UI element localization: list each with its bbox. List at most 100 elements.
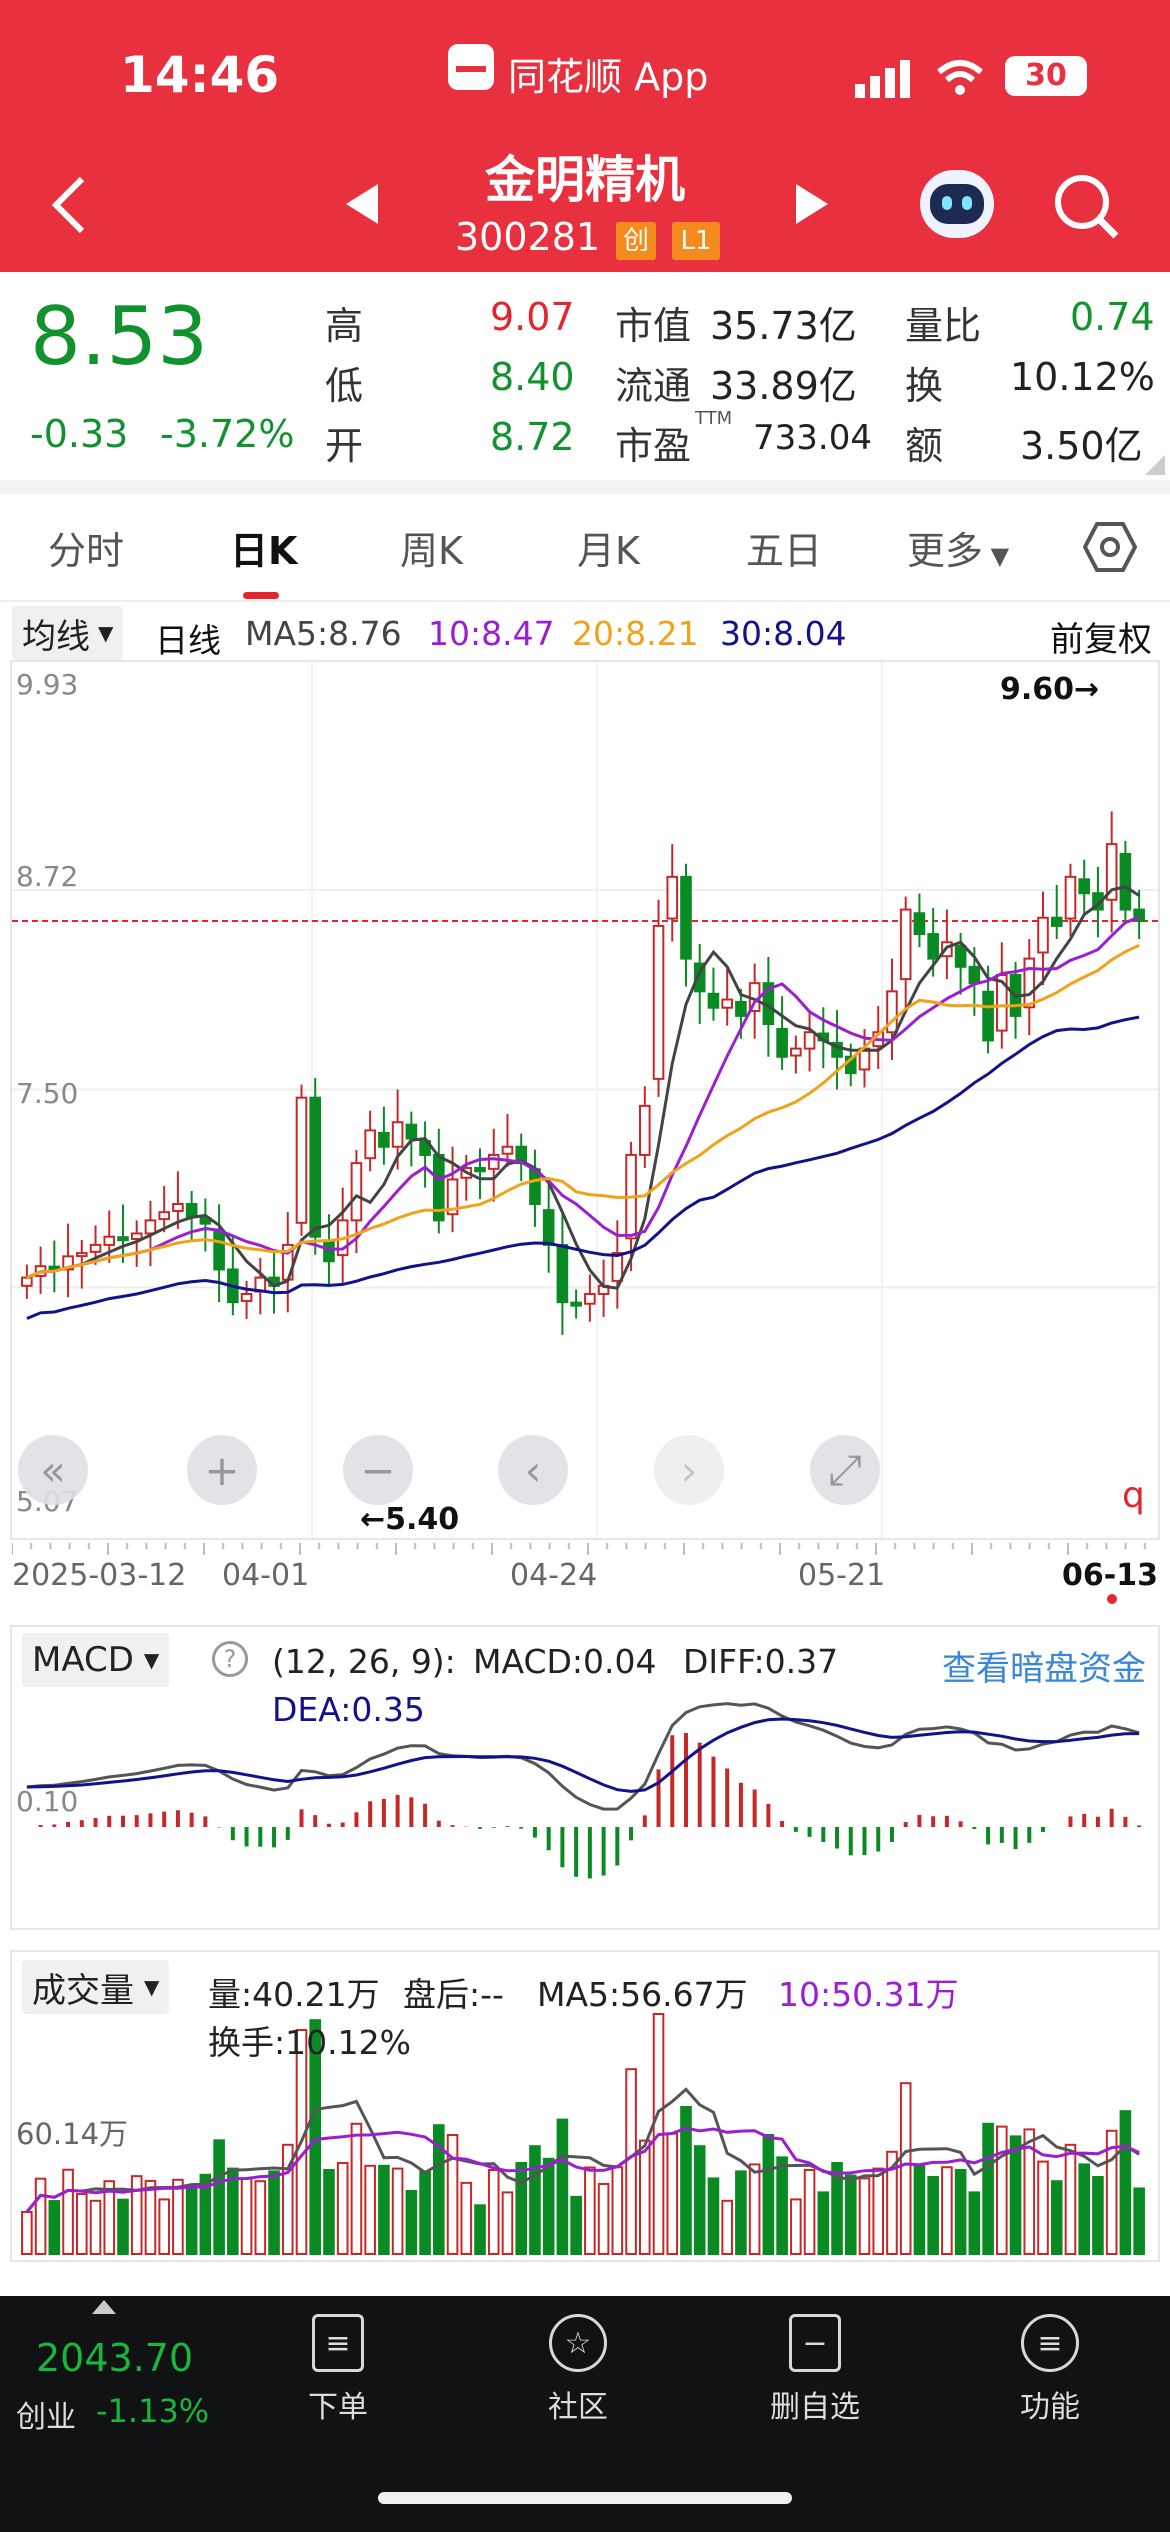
expand-corner-icon[interactable] (1145, 455, 1165, 475)
pe-value: 733.04 (753, 418, 872, 458)
volume-bar (515, 2162, 528, 2255)
macd-selector[interactable]: MACD ▼ (22, 1633, 170, 1687)
volume-bar (1023, 2128, 1036, 2255)
ma5-value: MA5:8.76 (245, 614, 402, 653)
functions-button[interactable]: ≡ 功能 (1010, 2314, 1090, 2426)
volume-bar (75, 2193, 88, 2255)
candle-body (378, 1131, 390, 1148)
candle-body (130, 1232, 143, 1241)
dark-pool-link[interactable]: 查看暗盘资金 (942, 1649, 1146, 1689)
robot-assistant-icon[interactable] (920, 170, 994, 238)
index-value[interactable]: 2043.70 (36, 2336, 194, 2380)
candle-body (556, 1243, 569, 1304)
scroll-right-icon[interactable]: › (654, 1435, 724, 1505)
zoom-in-icon[interactable]: + (187, 1435, 257, 1505)
help-icon[interactable]: ? (212, 1641, 248, 1677)
open-value: 8.72 (490, 415, 575, 459)
volume-bar (721, 2199, 733, 2256)
volume-bar (158, 2198, 170, 2255)
macd-chart[interactable] (10, 1625, 1160, 1930)
candle-body (968, 965, 981, 985)
volume-bar (144, 2179, 157, 2255)
back-icon[interactable] (50, 175, 90, 239)
volume-bar (707, 2177, 720, 2255)
candle-body (75, 1252, 88, 1258)
volume-bar (748, 2163, 761, 2255)
fullscreen-icon[interactable]: ⤢ (810, 1435, 880, 1505)
volume-bar (487, 2169, 500, 2255)
prev-stock-icon[interactable] (342, 182, 382, 230)
volume-bar (240, 2177, 253, 2255)
volume-bar (460, 2181, 473, 2256)
divider (0, 600, 1170, 602)
volume-bar (927, 2176, 939, 2255)
remove-watchlist-button[interactable]: − 删自选 (760, 2314, 870, 2426)
candle-body (680, 875, 692, 960)
candle-body (172, 1203, 184, 1212)
volume-bar (474, 2204, 486, 2255)
status-time: 14:46 (120, 46, 280, 104)
max-price-label: 9.60→ (1000, 672, 1100, 707)
candle-body (446, 1178, 459, 1216)
candle-body (1105, 843, 1118, 901)
settings-hexagon-icon[interactable] (1082, 520, 1138, 578)
volume-bar (790, 2198, 802, 2255)
volume-selector[interactable]: 成交量 ▼ (22, 1960, 170, 2014)
volume-bar (776, 2156, 788, 2255)
candle-body (487, 1153, 500, 1170)
volume-bar (680, 2106, 692, 2255)
tab-weekly-k[interactable]: 周K (400, 529, 463, 573)
candle-body (927, 933, 939, 960)
volume-bar (405, 2190, 418, 2255)
tab-daily-k[interactable]: 日K (230, 529, 298, 573)
tab-fenshi[interactable]: 分时 (48, 529, 125, 573)
candle-body (666, 875, 679, 920)
volume-bar (350, 2122, 363, 2255)
tab-monthly-k[interactable]: 月K (577, 529, 640, 573)
index-change[interactable]: -1.13% (96, 2392, 210, 2430)
volume-bar (391, 2167, 404, 2256)
index-name[interactable]: 创业 (16, 2400, 76, 2435)
volume-bar (446, 2134, 459, 2255)
kline-chart[interactable] (10, 660, 1160, 1540)
scroll-left-icon[interactable]: ‹ (498, 1435, 568, 1505)
y-tick-3: 7.50 (16, 1077, 79, 1110)
next-stock-icon[interactable] (792, 182, 832, 230)
tab-more[interactable]: 更多 ▼ (907, 529, 1010, 573)
volume-bar (1119, 2110, 1132, 2255)
vol-ma10-value: 10:50.31万 (778, 1975, 959, 2014)
ma20-line (26, 943, 1140, 1279)
price-change-pct: -3.72% (160, 412, 295, 456)
volume-bar (625, 2068, 637, 2255)
volume-bar (735, 2170, 747, 2255)
battery-icon: 30 (1005, 56, 1087, 96)
volume-bar (817, 2191, 830, 2255)
volume-chart[interactable] (10, 1950, 1160, 2262)
pe-label: 市盈 (615, 424, 692, 468)
tab-five-day[interactable]: 五日 (746, 529, 823, 573)
high-label: 高 (325, 304, 364, 348)
chevron-down-icon: ▼ (98, 621, 114, 645)
search-icon[interactable] (1052, 172, 1122, 246)
volume-bar (803, 2169, 816, 2255)
volume-bar (364, 2164, 376, 2255)
side-marker: q (1122, 1475, 1145, 1516)
zoom-out-icon[interactable]: − (343, 1435, 413, 1505)
wifi-icon (935, 58, 985, 102)
turnover-value: 10.12% (1010, 355, 1155, 399)
community-star-icon: ☆ (549, 2314, 607, 2372)
turnover-rate: 换手:10.12% (208, 2023, 411, 2062)
candle-body (982, 990, 994, 1042)
volume-svg (21, 2013, 1145, 2256)
candle-body (117, 1236, 129, 1242)
ma-selector[interactable]: 均线 ▼ (12, 606, 124, 660)
community-button[interactable]: ☆ 社区 (538, 2314, 618, 2426)
volume-bar (48, 2200, 61, 2255)
y-tick-top: 9.93 (16, 668, 79, 701)
volume-bar (638, 2139, 651, 2256)
rewind-icon[interactable]: « (18, 1435, 88, 1505)
volume-bar (542, 2157, 555, 2255)
adjust-selector[interactable]: 前复权 (1050, 620, 1152, 660)
order-button[interactable]: ≡ 下单 (298, 2314, 378, 2426)
mktcap-value: 35.73亿 (710, 304, 857, 348)
